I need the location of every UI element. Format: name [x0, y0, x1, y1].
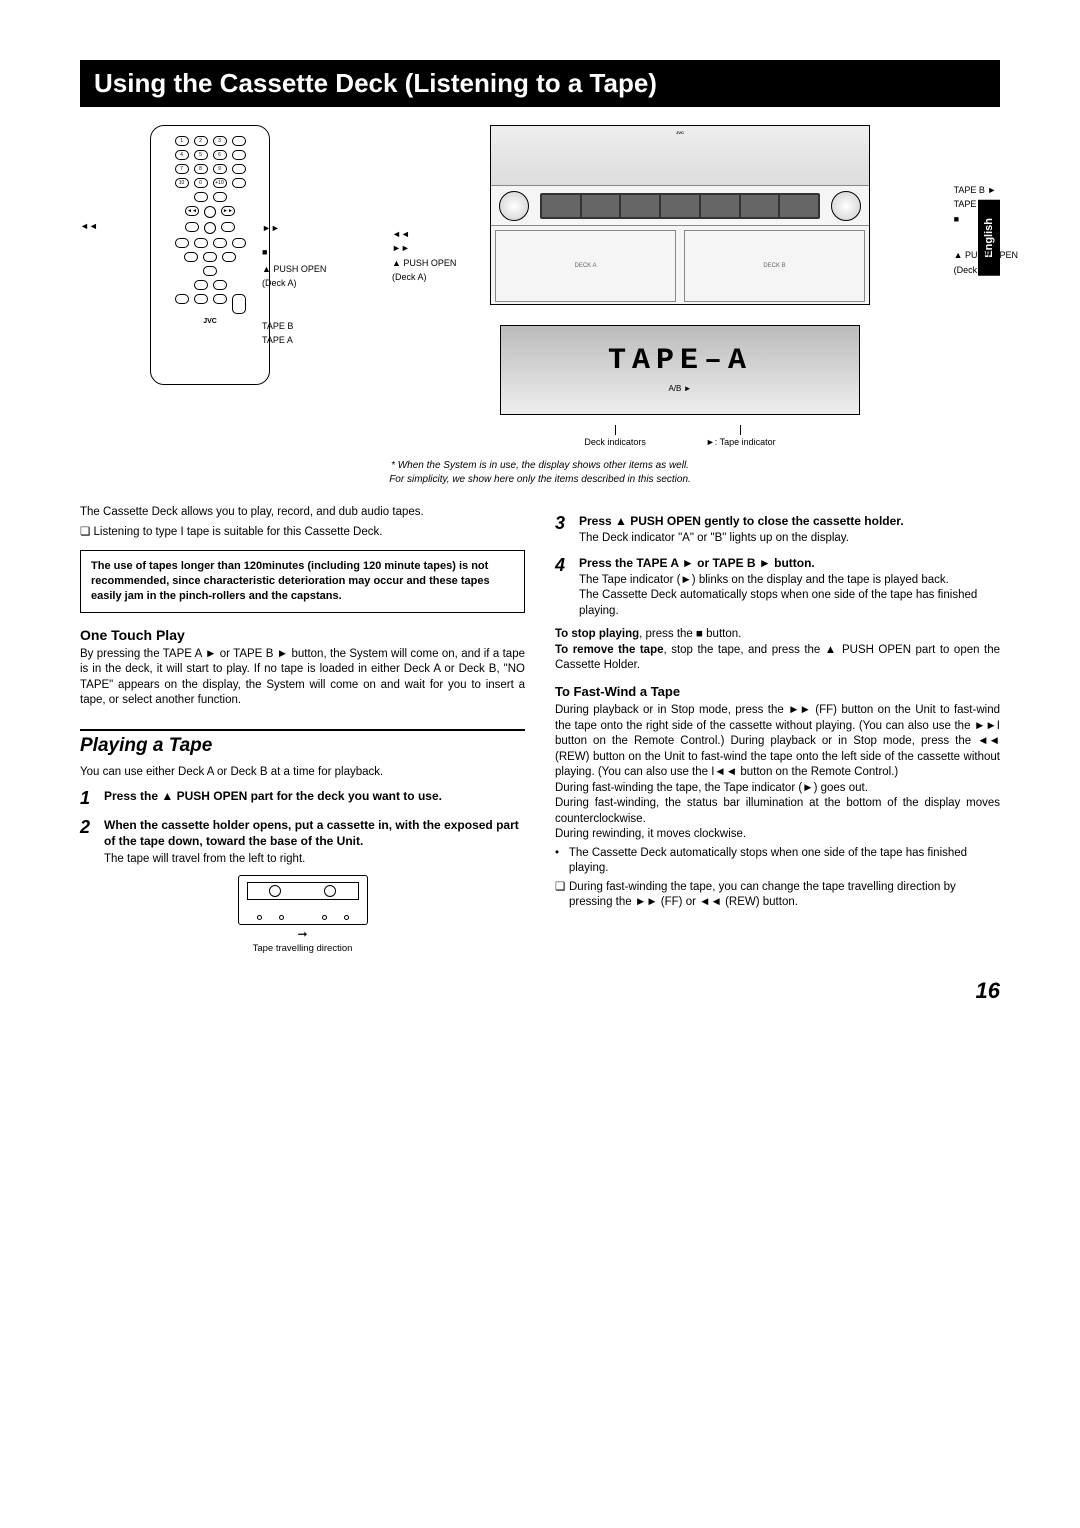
callout-pushopen-a: ▲ PUSH OPEN (Deck A): [262, 262, 326, 291]
knob-right: [831, 191, 861, 221]
remove-line: To remove the tape, stop the tape, and p…: [555, 643, 1000, 674]
u-ff: ►►: [392, 241, 456, 255]
page-number: 16: [80, 978, 1000, 1004]
playing-heading: Playing a Tape: [80, 735, 525, 757]
stop-label: To stop playing: [555, 628, 639, 640]
fast-bullet2: ❏During fast-winding the tape, you can c…: [555, 880, 1000, 911]
u-tapea: TAPE A ►: [954, 197, 1018, 211]
remote-callout-left: ◄◄: [80, 221, 98, 231]
unit-callouts-left: ◄◄ ►► ▲ PUSH OPEN (Deck A): [392, 227, 456, 285]
rule: [80, 729, 525, 731]
fast-p1: During playback or in Stop mode, press t…: [555, 703, 1000, 781]
step-3-txt: Press ▲ PUSH OPEN gently to close the ca…: [579, 513, 1000, 547]
callout-ff: ►►: [262, 221, 326, 235]
fast-p2: During fast-winding the tape, the Tape i…: [555, 781, 1000, 797]
unit-diagram: JVC DECK A DECK B ◄◄ ►► ▲ PUSH OPEN (Dec…: [360, 125, 1000, 447]
stop-txt: , press the ■ button.: [639, 628, 741, 640]
remote-callout-right: ►► ■ ▲ PUSH OPEN (Deck A) TAPE B TAPE A: [262, 221, 326, 347]
cassette-figure: ➞: [238, 875, 368, 941]
step-2-main: When the cassette holder opens, put a ca…: [104, 818, 519, 848]
unit-outline: JVC DECK A DECK B: [490, 125, 870, 305]
step-2-txt: When the cassette holder opens, put a ca…: [104, 817, 525, 867]
fast-b1-txt: The Cassette Deck automatically stops wh…: [569, 846, 1000, 877]
u-stop: ■: [954, 212, 1018, 226]
step-2-num: 2: [80, 817, 96, 867]
one-touch-heading: One Touch Play: [80, 627, 525, 643]
step-1: 1 Press the ▲ PUSH OPEN part for the dec…: [80, 788, 525, 809]
deck-b: DECK B: [684, 230, 865, 302]
fast-p4: During rewinding, it moves clockwise.: [555, 827, 1000, 843]
remote-outline: 123 456 789 100+10 ◄◄►► JVC: [150, 125, 270, 385]
right-column: 3 Press ▲ PUSH OPEN gently to close the …: [555, 505, 1000, 954]
callout-stop: ■: [262, 245, 326, 259]
lcd-callout-tape: ►: Tape indicator: [706, 425, 776, 447]
deck-a: DECK A: [495, 230, 676, 302]
intro-p1: The Cassette Deck allows you to play, re…: [80, 505, 525, 521]
lcd-sub-icon: A/B ►: [501, 384, 859, 393]
u-pushopen-b: ▲ PUSH OPEN (Deck B): [954, 248, 1018, 277]
lcd-main-text: TAPE–A: [501, 326, 859, 378]
display-note: * When the System is in use, the display…: [80, 459, 1000, 487]
page-title-bar: Using the Cassette Deck (Listening to a …: [80, 60, 1000, 107]
step-3: 3 Press ▲ PUSH OPEN gently to close the …: [555, 513, 1000, 547]
fastwind-heading: To Fast-Wind a Tape: [555, 684, 1000, 699]
diagram-row: ◄◄ 123 456 789 100+10 ◄◄►► JVC ►► ■ ▲ PU…: [80, 125, 1000, 447]
knob-left: [499, 191, 529, 221]
step-4-main: Press the TAPE A ► or TAPE B ► button.: [579, 556, 815, 570]
fast-bullet1: •The Cassette Deck automatically stops w…: [555, 846, 1000, 877]
callout-tapea: TAPE A: [262, 333, 326, 347]
content-columns: The Cassette Deck allows you to play, re…: [80, 505, 1000, 954]
lcd-callouts: Deck indicators ►: Tape indicator: [360, 425, 1000, 447]
left-column: The Cassette Deck allows you to play, re…: [80, 505, 525, 954]
u-pushopen-a: ▲ PUSH OPEN (Deck A): [392, 256, 456, 285]
step-3-num: 3: [555, 513, 571, 547]
step-4-txt: Press the TAPE A ► or TAPE B ► button. T…: [579, 555, 1000, 620]
step-1-num: 1: [80, 788, 96, 809]
step-4-sub: The Tape indicator (►) blinks on the dis…: [579, 573, 1000, 620]
step-1-txt: Press the ▲ PUSH OPEN part for the deck …: [104, 788, 525, 809]
callout-tapeb: TAPE B: [262, 319, 326, 333]
stop-line: To stop playing, press the ■ button.: [555, 627, 1000, 643]
intro-p2: Listening to type I tape is suitable for…: [80, 525, 525, 541]
one-touch-body: By pressing the TAPE A ► or TAPE B ► but…: [80, 647, 525, 709]
fast-b2-txt: During fast-winding the tape, you can ch…: [569, 880, 1000, 911]
step-4-num: 4: [555, 555, 571, 620]
step-2: 2 When the cassette holder opens, put a …: [80, 817, 525, 867]
cassette-caption: Tape travelling direction: [80, 943, 525, 954]
remote-diagram: ◄◄ 123 456 789 100+10 ◄◄►► JVC ►► ■ ▲ PU…: [80, 125, 340, 447]
warning-box: The use of tapes longer than 120minutes …: [80, 550, 525, 613]
cassette-icon: [238, 875, 368, 925]
u-rew: ◄◄: [392, 227, 456, 241]
u-tapeb: TAPE B ►: [954, 183, 1018, 197]
playing-intro: You can use either Deck A or Deck B at a…: [80, 765, 525, 781]
lcd-display: TAPE–A A/B ►: [500, 325, 860, 415]
step-4: 4 Press the TAPE A ► or TAPE B ► button.…: [555, 555, 1000, 620]
unit-callouts-right: TAPE B ► TAPE A ► ■ ▲ PUSH OPEN (Deck B): [954, 183, 1018, 277]
fast-p3: During fast-winding, the status bar illu…: [555, 796, 1000, 827]
step-3-main: Press ▲ PUSH OPEN gently to close the ca…: [579, 514, 904, 528]
remove-label: To remove the tape: [555, 644, 664, 656]
arrow-icon: ➞: [238, 927, 368, 941]
lcd-callout-deck: Deck indicators: [584, 425, 646, 447]
step-3-sub: The Deck indicator "A" or "B" lights up …: [579, 531, 1000, 547]
step-2-sub: The tape will travel from the left to ri…: [104, 852, 525, 868]
